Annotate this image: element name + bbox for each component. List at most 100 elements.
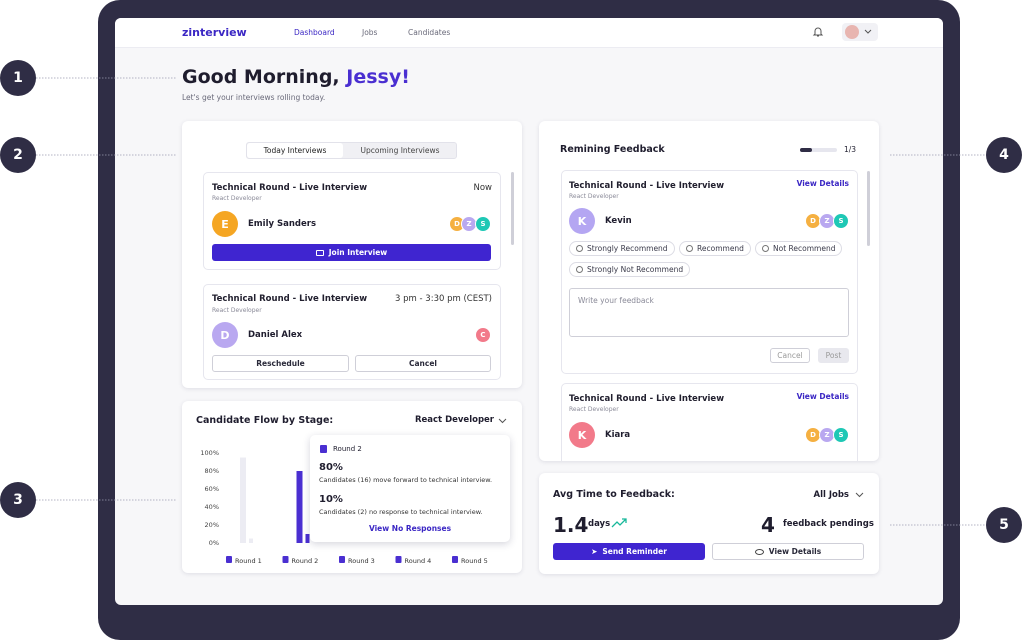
feedback-item-title: Technical Round - Live Interview — [569, 394, 725, 404]
panel-avatar: D — [805, 213, 821, 229]
progress-track — [800, 148, 837, 152]
feedback-input[interactable]: Write your feedback — [569, 288, 849, 337]
nav-link[interactable]: Candidates — [408, 28, 451, 37]
avg-card: Avg Time to Feedback: All Jobs 1.4 days … — [539, 473, 879, 574]
candidate-avatar: K — [569, 422, 595, 448]
annotation: 4 — [986, 137, 1022, 173]
bar — [240, 457, 246, 543]
panel-avatar: S — [475, 216, 491, 232]
round-label: Round 5 — [461, 557, 488, 565]
reschedule-button[interactable]: Reschedule — [212, 355, 349, 372]
round-label: Round 1 — [235, 557, 262, 565]
round-label: Round 3 — [348, 557, 375, 565]
nav-link[interactable]: Jobs — [362, 28, 378, 37]
option-label: Strongly Recommend — [587, 244, 668, 253]
candidate-avatar: E — [212, 211, 238, 237]
bar — [296, 471, 303, 543]
join-button[interactable]: Join Interview — [212, 244, 491, 261]
round-label: Round 4 — [405, 557, 432, 565]
cancel-button[interactable]: Cancel — [355, 355, 491, 372]
progress-label: 1/3 — [844, 145, 857, 154]
option[interactable]: Recommend — [679, 241, 751, 256]
flow-title: Candidate Flow by Stage: — [196, 415, 334, 426]
trend-icon — [611, 518, 627, 528]
post-button[interactable]: Post — [818, 348, 849, 363]
avg-title: Avg Time to Feedback: — [553, 489, 675, 500]
candidate-name: Kiara — [605, 430, 631, 440]
nav-link[interactable]: Dashboard — [294, 28, 335, 37]
tooltip-link[interactable]: View No Responses — [368, 524, 452, 533]
feedback-item — [561, 170, 858, 374]
feedback-title: Remining Feedback — [560, 144, 665, 155]
y-tick-label: 0% — [209, 539, 219, 547]
round-label: Round 2 — [292, 557, 319, 565]
annotation: 2 — [0, 137, 36, 173]
button-label: View Details — [768, 547, 822, 556]
option[interactable]: Not Recommend — [755, 241, 843, 256]
feedback-item-title: Technical Round - Live Interview — [569, 181, 725, 191]
option-label: Strongly Not Recommend — [587, 265, 684, 274]
interview-role: React Developer — [212, 195, 262, 202]
tab[interactable]: Upcoming Interviews — [360, 146, 440, 155]
y-tick-label: 80% — [205, 467, 219, 475]
bar — [305, 534, 310, 543]
option[interactable]: Strongly Not Recommend — [569, 262, 691, 277]
scrollbar — [511, 172, 514, 245]
round-icon — [339, 556, 345, 563]
pending-count: 4 — [761, 513, 775, 537]
send-reminder-button[interactable]: ➤ Send Reminder — [553, 543, 705, 560]
round-icon — [395, 556, 402, 563]
avg-value: 1.4 — [553, 513, 589, 537]
round-icon — [226, 556, 232, 563]
view-details-link[interactable]: View Details — [796, 392, 849, 401]
placeholder: Write your feedback — [578, 296, 654, 305]
top-bar — [115, 18, 943, 48]
greeting-text: Good Morning, — [182, 66, 340, 88]
annotation: 5 — [986, 507, 1022, 543]
chevron — [855, 492, 864, 498]
view-details-link[interactable]: View Details — [796, 179, 849, 188]
round-icon — [282, 556, 289, 563]
scrollbar — [867, 171, 870, 246]
y-tick-label: 100% — [200, 449, 219, 457]
progress-fill — [800, 148, 812, 152]
avg-filter[interactable]: All Jobs — [813, 490, 849, 500]
button-label: Join Interview — [328, 248, 388, 257]
logo[interactable]: zinterview — [182, 26, 247, 39]
y-tick-label: 40% — [205, 503, 219, 511]
cancel-button[interactable]: Cancel — [770, 348, 810, 363]
chevron — [498, 418, 507, 424]
flow-chart: 0% 20% 40% 60% 80% 100% Round 1 Round 2 Round 3 R… — [200, 449, 488, 565]
panel-avatar: S — [833, 427, 849, 443]
tooltip-value: 80% — [319, 462, 343, 473]
candidate-avatar: D — [212, 322, 238, 348]
interview-role: React Developer — [212, 307, 262, 314]
option-label: Not Recommend — [773, 244, 836, 253]
tooltip-value: 10% — [319, 494, 343, 505]
interview-time: 3 pm - 3:30 pm (CEST) — [395, 294, 492, 304]
feedback-item-role: React Developer — [569, 193, 619, 200]
profile-avatar — [845, 25, 859, 39]
candidate-name: Emily Sanders — [248, 219, 316, 229]
tab-active[interactable]: Today Interviews — [247, 143, 343, 158]
flow-filter[interactable]: React Developer — [414, 415, 494, 425]
panel-avatar: C — [475, 327, 491, 343]
pending-label: feedback pendings — [783, 519, 874, 529]
y-tick-label: 60% — [205, 485, 219, 493]
interview-time: Now — [473, 183, 492, 193]
bell-icon[interactable] — [812, 26, 824, 38]
candidate-avatar: K — [569, 208, 595, 234]
view-details-button[interactable]: View Details — [712, 543, 864, 560]
avg-unit: days — [588, 519, 611, 529]
greeting-subtitle: Let's get your interviews rolling today. — [182, 93, 326, 102]
chevron — [864, 29, 872, 34]
option[interactable]: Strongly Recommend — [569, 241, 675, 256]
annotation: 3 — [0, 482, 36, 518]
feedback-item-role: React Developer — [569, 406, 619, 413]
button-label: Send Reminder — [602, 547, 667, 556]
bar — [249, 538, 253, 543]
tooltip-round: Round 2 — [333, 445, 362, 453]
y-tick-label: 20% — [205, 521, 219, 529]
tooltip — [310, 435, 510, 542]
